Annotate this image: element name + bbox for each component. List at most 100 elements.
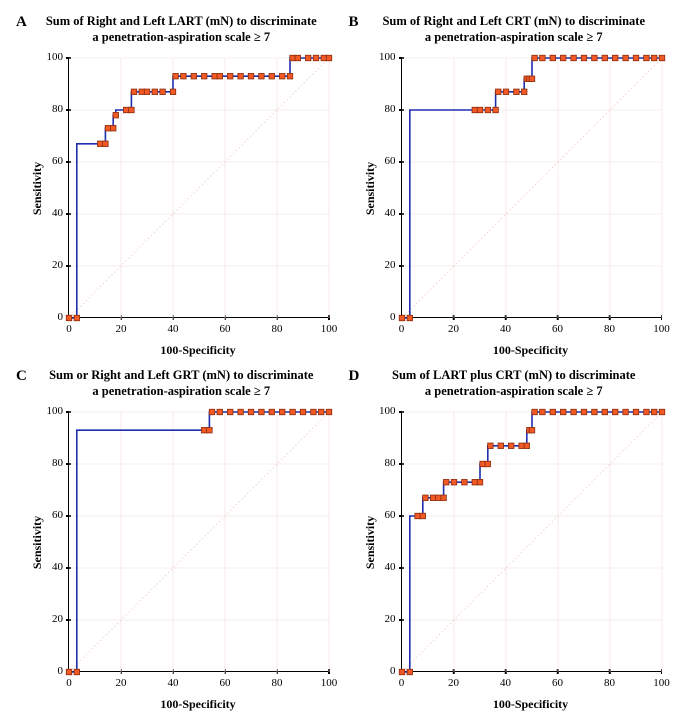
x-tick: 20 bbox=[448, 671, 459, 689]
roc-marker bbox=[227, 73, 233, 79]
roc-marker bbox=[399, 669, 405, 675]
roc-marker bbox=[248, 409, 254, 415]
roc-marker bbox=[508, 443, 514, 449]
y-tick: 20 bbox=[368, 259, 402, 271]
roc-marker bbox=[238, 409, 244, 415]
x-tick: 60 bbox=[552, 317, 563, 335]
x-axis-label: 100-Specificity bbox=[68, 697, 328, 712]
roc-marker bbox=[74, 669, 80, 675]
y-axis-label: Sensitivity bbox=[363, 58, 379, 318]
x-axis-label: 100-Specificity bbox=[401, 697, 661, 712]
roc-marker bbox=[144, 89, 150, 95]
roc-marker bbox=[259, 73, 265, 79]
x-tick: 20 bbox=[448, 317, 459, 335]
roc-marker bbox=[612, 409, 618, 415]
roc-plot bbox=[69, 412, 329, 672]
roc-marker bbox=[570, 55, 576, 61]
panel-letter: A bbox=[16, 14, 27, 31]
roc-marker bbox=[321, 55, 327, 61]
roc-marker bbox=[123, 107, 129, 113]
roc-marker bbox=[217, 73, 223, 79]
roc-marker bbox=[440, 495, 446, 501]
x-tick: 40 bbox=[168, 671, 179, 689]
x-tick: 100 bbox=[653, 317, 670, 335]
roc-marker bbox=[651, 409, 657, 415]
roc-marker bbox=[407, 669, 413, 675]
roc-marker bbox=[633, 409, 639, 415]
roc-marker bbox=[399, 315, 405, 321]
x-tick: 60 bbox=[552, 671, 563, 689]
roc-marker bbox=[659, 409, 665, 415]
x-tick: 40 bbox=[500, 317, 511, 335]
roc-marker bbox=[485, 107, 491, 113]
roc-marker bbox=[97, 141, 103, 147]
roc-marker bbox=[531, 409, 537, 415]
roc-marker bbox=[207, 427, 213, 433]
panel-d: DSum of LART plus CRT (mN) to discrimina… bbox=[343, 364, 676, 718]
plot-area: 002020404060608080100100 bbox=[68, 58, 328, 318]
panel-letter: C bbox=[16, 368, 27, 385]
chart-title: Sum of Right and Left LART (mN) to discr… bbox=[10, 10, 343, 52]
chart-title: Sum or Right and Left GRT (mN) to discri… bbox=[10, 364, 343, 406]
y-tick: 100 bbox=[368, 51, 402, 63]
roc-marker bbox=[550, 55, 556, 61]
roc-marker bbox=[139, 89, 145, 95]
roc-marker bbox=[290, 55, 296, 61]
roc-marker bbox=[269, 73, 275, 79]
y-axis-label: Sensitivity bbox=[363, 412, 379, 672]
x-tick: 100 bbox=[321, 671, 338, 689]
y-tick: 40 bbox=[35, 207, 69, 219]
roc-marker bbox=[643, 409, 649, 415]
roc-marker bbox=[407, 315, 413, 321]
roc-marker bbox=[622, 409, 628, 415]
y-tick: 80 bbox=[368, 457, 402, 469]
chart-title: Sum of Right and Left CRT (mN) to discri… bbox=[343, 10, 676, 52]
roc-marker bbox=[612, 55, 618, 61]
roc-marker bbox=[295, 55, 301, 61]
y-tick: 0 bbox=[368, 665, 402, 677]
roc-marker bbox=[66, 669, 72, 675]
roc-marker bbox=[300, 409, 306, 415]
roc-marker bbox=[539, 409, 545, 415]
roc-marker bbox=[531, 55, 537, 61]
roc-marker bbox=[529, 427, 535, 433]
roc-marker bbox=[173, 73, 179, 79]
roc-marker bbox=[602, 409, 608, 415]
roc-marker bbox=[659, 55, 665, 61]
x-tick: 80 bbox=[604, 671, 615, 689]
roc-marker bbox=[513, 89, 519, 95]
roc-marker bbox=[103, 141, 109, 147]
roc-marker bbox=[570, 409, 576, 415]
x-tick: 40 bbox=[500, 671, 511, 689]
roc-marker bbox=[269, 409, 275, 415]
roc-marker bbox=[313, 55, 319, 61]
y-tick: 60 bbox=[35, 509, 69, 521]
roc-marker bbox=[487, 443, 493, 449]
roc-marker bbox=[305, 55, 311, 61]
x-tick: 40 bbox=[168, 317, 179, 335]
roc-marker bbox=[170, 89, 176, 95]
roc-marker bbox=[550, 409, 556, 415]
y-tick: 20 bbox=[35, 259, 69, 271]
y-tick: 80 bbox=[35, 457, 69, 469]
roc-marker bbox=[479, 461, 485, 467]
roc-marker bbox=[521, 89, 527, 95]
roc-marker bbox=[518, 443, 524, 449]
roc-marker bbox=[622, 55, 628, 61]
roc-marker bbox=[311, 409, 317, 415]
x-tick: 80 bbox=[604, 317, 615, 335]
roc-marker bbox=[74, 315, 80, 321]
roc-marker bbox=[477, 479, 483, 485]
roc-marker bbox=[529, 76, 535, 82]
roc-marker bbox=[430, 495, 436, 501]
x-tick: 80 bbox=[272, 671, 283, 689]
y-tick: 20 bbox=[35, 613, 69, 625]
roc-marker bbox=[461, 479, 467, 485]
roc-marker bbox=[560, 409, 566, 415]
roc-marker bbox=[420, 513, 426, 519]
roc-marker bbox=[503, 89, 509, 95]
roc-marker bbox=[326, 55, 332, 61]
y-tick: 40 bbox=[35, 561, 69, 573]
roc-marker bbox=[279, 409, 285, 415]
roc-marker bbox=[495, 89, 501, 95]
